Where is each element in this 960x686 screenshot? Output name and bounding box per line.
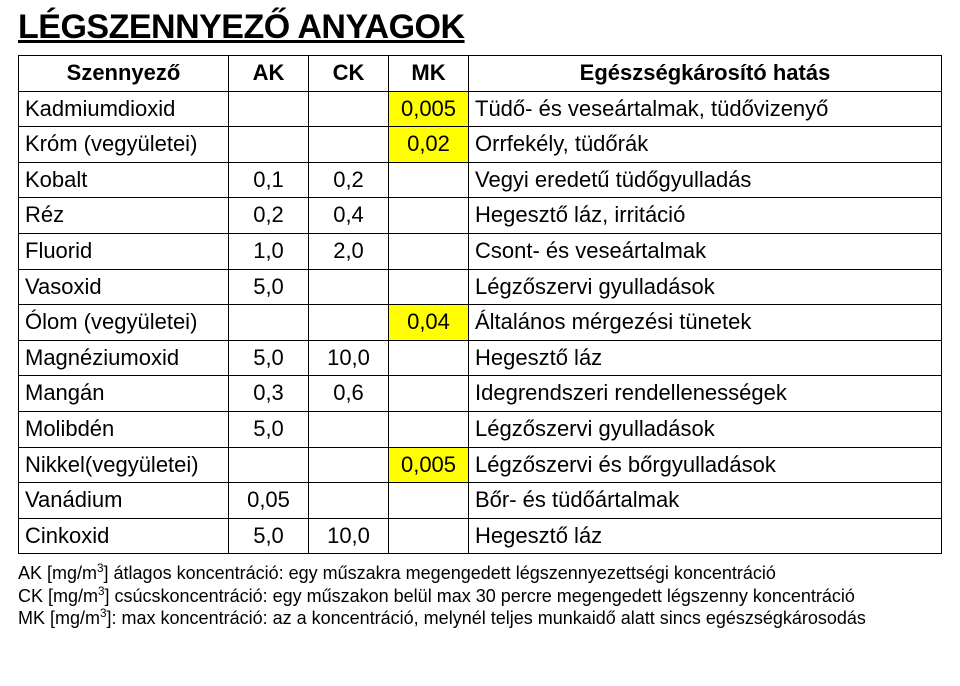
cell-effect: Légzőszervi gyulladások (469, 269, 942, 305)
cell-name: Kadmiumdioxid (19, 91, 229, 127)
cell-ak: 5,0 (229, 411, 309, 447)
footnote-ak: AK [mg/m3] átlagos koncentráció: egy műs… (18, 562, 942, 585)
cell-ak (229, 447, 309, 483)
cell-name: Réz (19, 198, 229, 234)
table-row: Cinkoxid5,010,0 Hegesztő láz (19, 518, 942, 554)
cell-effect: Idegrendszeri rendellenességek (469, 376, 942, 412)
table-row: Mangán0,30,6 Idegrendszeri rendellenesség… (19, 376, 942, 412)
cell-ck: 0,4 (309, 198, 389, 234)
table-header-row: Szennyező AK CK MK Egészségkárosító hatá… (19, 56, 942, 92)
table-row: Fluorid1,02,0 Csont- és veseártalmak (19, 233, 942, 269)
header-ak: AK (229, 56, 309, 92)
cell-mk (389, 162, 469, 198)
cell-name: Cinkoxid (19, 518, 229, 554)
table-row: Magnéziumoxid5,010,0 Hegesztő láz (19, 340, 942, 376)
cell-name: Ólom (vegyületei) (19, 305, 229, 341)
cell-ak (229, 91, 309, 127)
table-row: Réz0,20,4 Hegesztő láz, irritáció (19, 198, 942, 234)
cell-mk: 0,005 (389, 447, 469, 483)
cell-effect: Hegesztő láz, irritáció (469, 198, 942, 234)
cell-ck (309, 305, 389, 341)
cell-ck (309, 483, 389, 519)
cell-ak: 0,1 (229, 162, 309, 198)
cell-mk (389, 376, 469, 412)
cell-ak (229, 305, 309, 341)
cell-mk (389, 233, 469, 269)
page-title: LÉGSZENNYEZŐ ANYAGOK (18, 8, 942, 47)
cell-name: Nikkel(vegyületei) (19, 447, 229, 483)
cell-mk (389, 518, 469, 554)
table-row: Vanádium0,05 Bőr- és tüdőártalmak (19, 483, 942, 519)
cell-ak (229, 127, 309, 163)
cell-name: Molibdén (19, 411, 229, 447)
cell-effect: Orrfekély, tüdőrák (469, 127, 942, 163)
cell-name: Fluorid (19, 233, 229, 269)
footnotes: AK [mg/m3] átlagos koncentráció: egy műs… (18, 562, 942, 630)
cell-mk (389, 411, 469, 447)
cell-name: Vanádium (19, 483, 229, 519)
cell-ak: 5,0 (229, 340, 309, 376)
pollutants-table: Szennyező AK CK MK Egészségkárosító hatá… (18, 55, 942, 554)
cell-ck: 10,0 (309, 518, 389, 554)
cell-ak: 1,0 (229, 233, 309, 269)
cell-name: Kobalt (19, 162, 229, 198)
header-effect: Egészségkárosító hatás (469, 56, 942, 92)
cell-ck: 0,2 (309, 162, 389, 198)
cell-name: Vasoxid (19, 269, 229, 305)
table-row: Ólom (vegyületei) 0,04Általános mérgezési… (19, 305, 942, 341)
cell-name: Mangán (19, 376, 229, 412)
cell-ak: 0,05 (229, 483, 309, 519)
table-row: Molibdén5,0 Légzőszervi gyulladások (19, 411, 942, 447)
cell-effect: Bőr- és tüdőártalmak (469, 483, 942, 519)
cell-effect: Általános mérgezési tünetek (469, 305, 942, 341)
table-row: Kadmiumdioxid 0,005Tüdő- és veseártalmak,… (19, 91, 942, 127)
cell-name: Króm (vegyületei) (19, 127, 229, 163)
table-row: Nikkel(vegyületei) 0,005Légzőszervi és bő… (19, 447, 942, 483)
cell-ck (309, 91, 389, 127)
cell-ck: 10,0 (309, 340, 389, 376)
cell-effect: Tüdő- és veseártalmak, tüdővizenyő (469, 91, 942, 127)
header-ck: CK (309, 56, 389, 92)
cell-mk: 0,02 (389, 127, 469, 163)
cell-mk (389, 269, 469, 305)
cell-effect: Hegesztő láz (469, 518, 942, 554)
cell-effect: Légzőszervi és bőrgyulladások (469, 447, 942, 483)
cell-name: Magnéziumoxid (19, 340, 229, 376)
cell-ck (309, 411, 389, 447)
table-row: Króm (vegyületei) 0,02Orrfekély, tüdőrák (19, 127, 942, 163)
cell-ck: 0,6 (309, 376, 389, 412)
cell-mk (389, 340, 469, 376)
cell-ak: 0,2 (229, 198, 309, 234)
cell-ak: 0,3 (229, 376, 309, 412)
cell-mk (389, 198, 469, 234)
cell-mk (389, 483, 469, 519)
cell-ck: 2,0 (309, 233, 389, 269)
cell-effect: Légzőszervi gyulladások (469, 411, 942, 447)
header-name: Szennyező (19, 56, 229, 92)
cell-mk: 0,005 (389, 91, 469, 127)
cell-ck (309, 127, 389, 163)
table-row: Vasoxid5,0 Légzőszervi gyulladások (19, 269, 942, 305)
footnote-ck: CK [mg/m3] csúcskoncentráció: egy műszak… (18, 585, 942, 608)
cell-effect: Csont- és veseártalmak (469, 233, 942, 269)
cell-ak: 5,0 (229, 518, 309, 554)
header-mk: MK (389, 56, 469, 92)
cell-ck (309, 447, 389, 483)
cell-mk: 0,04 (389, 305, 469, 341)
cell-effect: Hegesztő láz (469, 340, 942, 376)
cell-ak: 5,0 (229, 269, 309, 305)
cell-ck (309, 269, 389, 305)
cell-effect: Vegyi eredetű tüdőgyulladás (469, 162, 942, 198)
table-row: Kobalt0,10,2 Vegyi eredetű tüdőgyulladás (19, 162, 942, 198)
footnote-mk: MK [mg/m3]: max koncentráció: az a konce… (18, 607, 942, 630)
